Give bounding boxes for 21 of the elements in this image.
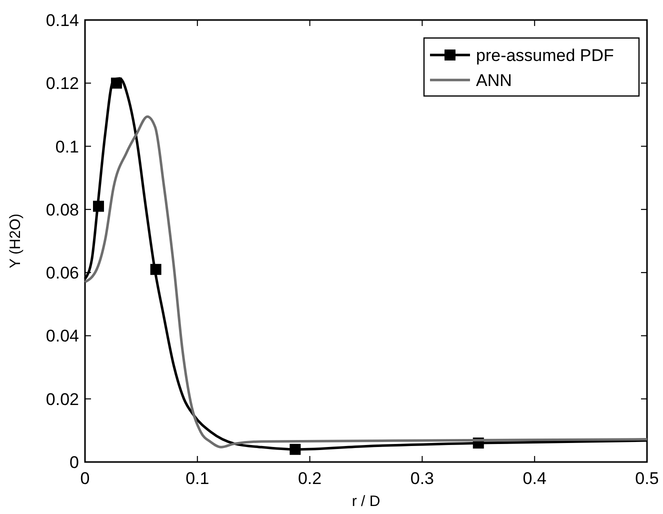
x-axis-title: r / D [352, 493, 380, 510]
point [290, 444, 301, 455]
y-tick-label: 0.04 [46, 326, 79, 346]
x-tick-label: 0.5 [635, 469, 659, 488]
y-tick-label: 0.08 [46, 200, 79, 220]
x-tick-label: 0.3 [410, 469, 434, 488]
point [150, 264, 162, 275]
x-tick-label: 0.1 [186, 469, 210, 488]
point [92, 200, 104, 212]
legend-label: pre-assumed PDF [476, 46, 614, 65]
y-tick-label: 0.1 [55, 137, 79, 156]
point [110, 78, 122, 89]
y-tick-label: 0.12 [46, 74, 79, 94]
y-tick-label: 0.14 [46, 11, 79, 30]
x-tick-label: 0.4 [522, 469, 546, 488]
legend-label: ANN [476, 71, 512, 90]
y-tick-label: 0 [70, 453, 79, 472]
y-axis-title: Y (H2O) [7, 214, 24, 268]
y-tick-label: 0.06 [46, 264, 79, 283]
y-tick-label: 0.02 [46, 390, 79, 409]
x-tick-label: 0.2 [298, 469, 322, 488]
